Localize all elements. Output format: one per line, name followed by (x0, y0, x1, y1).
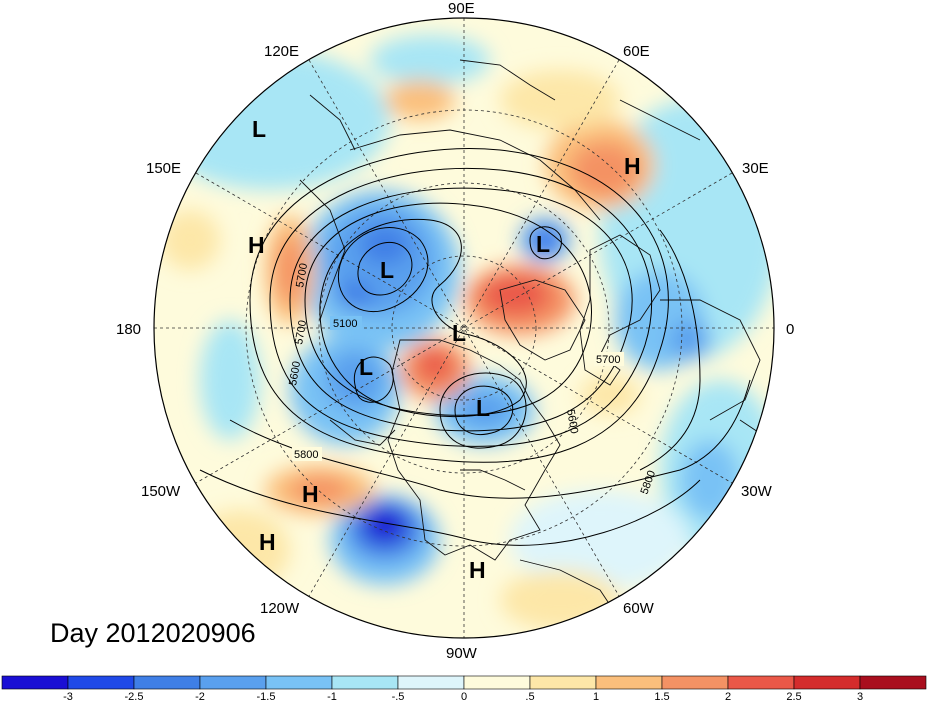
lon-label-180: 180 (116, 321, 141, 338)
pressure-centers: L L L L L L H H H H H L (248, 116, 641, 583)
low-center: L (476, 395, 490, 421)
lon-label-150e: 150E (146, 160, 181, 177)
low-center: L (359, 354, 373, 380)
lon-label-120w: 120W (260, 600, 300, 617)
height-contours (199, 148, 751, 546)
lon-label-90e: 90E (448, 0, 475, 17)
colorbar-tick-label: -1 (327, 691, 337, 702)
colorbar-tick-label: 3 (857, 691, 863, 702)
colorbar-swatch (397, 675, 465, 690)
colorbar-swatch (331, 675, 399, 690)
contour-label-group: 5100 5600 5700 5700 5700 5600 5800 5800 (287, 262, 658, 496)
colorbar-swatch (1, 675, 69, 690)
high-center: H (624, 153, 641, 179)
colorbar-tick-label: -2 (195, 691, 205, 702)
lon-label-60e: 60E (623, 43, 650, 60)
map-title: Day 2012020906 (50, 618, 256, 648)
lon-label-60w: 60W (623, 600, 655, 617)
colorbar-tick-label: -1.5 (257, 691, 276, 702)
map-border (153, 17, 775, 639)
low-center: L (452, 320, 466, 346)
colorbar-tick-label: .5 (525, 691, 534, 702)
colorbar: -3 -2.5 -2 -1.5 -1 -.5 0 .5 1 1.5 2 2.5 3 (1, 675, 927, 702)
lon-label-150w: 150W (141, 483, 181, 500)
high-center: H (259, 529, 276, 555)
colorbar-swatch (133, 675, 201, 690)
colorbar-swatch (265, 675, 333, 690)
high-center: H (302, 481, 319, 507)
lon-label-30e: 30E (742, 160, 769, 177)
colorbar-swatch (661, 675, 729, 690)
high-center: H (248, 232, 265, 258)
contour-label: 5700 (294, 262, 310, 288)
contour-label: 5700 (596, 354, 620, 366)
colorbar-tick-label: -.5 (392, 691, 405, 702)
lon-label-90w: 90W (446, 645, 478, 662)
lon-label-30w: 30W (741, 483, 773, 500)
colorbar-tick-label: -3 (63, 691, 73, 702)
colorbar-tick-label: 1.5 (654, 691, 669, 702)
low-center: L (536, 231, 550, 257)
low-center: L (380, 257, 394, 283)
low-center: L (252, 116, 266, 142)
contour-label: 5600 (287, 360, 303, 386)
colorbar-swatch (727, 675, 795, 690)
lon-label-120e: 120E (264, 43, 299, 60)
colorbar-tick-label: 0 (461, 691, 467, 702)
contour-label: 5700 (293, 319, 309, 345)
latlon-grid (154, 18, 774, 638)
contour-label: 5100 (333, 318, 357, 330)
colorbar-tick-label: 1 (593, 691, 599, 702)
colorbar-swatch (859, 675, 927, 690)
high-center: H (469, 557, 486, 583)
lon-label-0: 0 (786, 321, 794, 338)
colorbar-tick-label: -2.5 (125, 691, 144, 702)
contour-label: 5600 (564, 408, 580, 434)
colorbar-swatch (529, 675, 597, 690)
longitude-labels: 90E 60E 30E 0 30W 60W 90W 120W 150W 180 … (116, 0, 794, 662)
anomaly-field (154, 18, 774, 638)
colorbar-swatch (199, 675, 267, 690)
colorbar-swatch (595, 675, 663, 690)
colorbar-swatch (793, 675, 861, 690)
contour-label: 5800 (294, 449, 318, 461)
colorbar-swatch (463, 675, 531, 690)
colorbar-tick-label: 2.5 (786, 691, 801, 702)
colorbar-swatch (67, 675, 135, 690)
colorbar-tick-label: 2 (725, 691, 731, 702)
